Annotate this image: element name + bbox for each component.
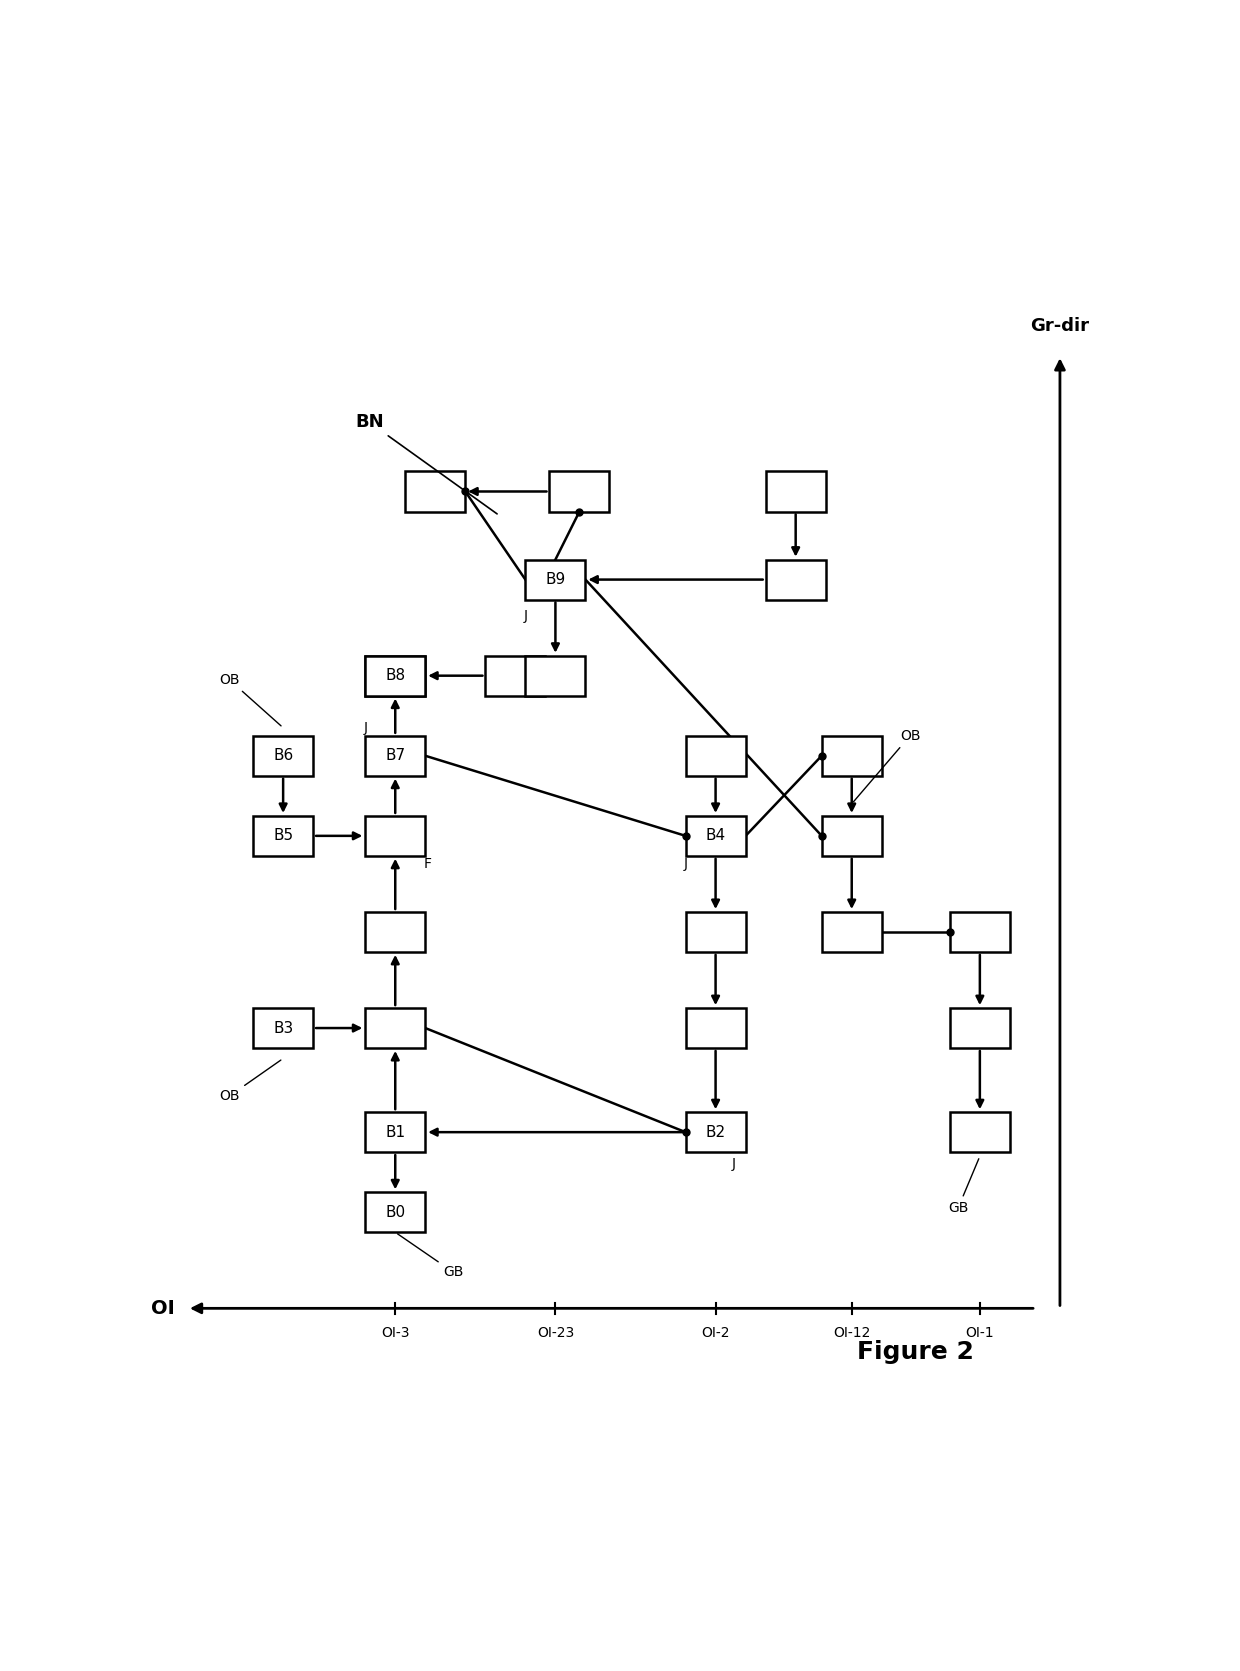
Text: J: J xyxy=(683,857,687,871)
Text: B1: B1 xyxy=(386,1125,405,1140)
Text: OI-12: OI-12 xyxy=(833,1327,870,1340)
FancyBboxPatch shape xyxy=(686,1008,745,1048)
FancyBboxPatch shape xyxy=(765,471,826,511)
FancyBboxPatch shape xyxy=(366,655,425,695)
FancyBboxPatch shape xyxy=(526,560,585,600)
Text: B4: B4 xyxy=(706,829,725,844)
Text: OI-1: OI-1 xyxy=(966,1327,994,1340)
FancyBboxPatch shape xyxy=(686,815,745,856)
Text: B2: B2 xyxy=(706,1125,725,1140)
FancyBboxPatch shape xyxy=(366,655,425,695)
Text: B8: B8 xyxy=(386,668,405,683)
Text: OI-23: OI-23 xyxy=(537,1327,574,1340)
FancyBboxPatch shape xyxy=(253,735,314,775)
Text: OI: OI xyxy=(151,1298,175,1318)
FancyBboxPatch shape xyxy=(686,912,745,952)
FancyBboxPatch shape xyxy=(366,1113,425,1153)
Text: F: F xyxy=(423,857,432,871)
FancyBboxPatch shape xyxy=(822,912,882,952)
FancyBboxPatch shape xyxy=(686,735,745,775)
Text: Figure 2: Figure 2 xyxy=(857,1340,975,1365)
Text: OI-3: OI-3 xyxy=(381,1327,409,1340)
FancyBboxPatch shape xyxy=(765,560,826,600)
FancyBboxPatch shape xyxy=(405,471,465,511)
FancyBboxPatch shape xyxy=(950,1008,1009,1048)
FancyBboxPatch shape xyxy=(366,735,425,775)
Text: J: J xyxy=(363,720,367,735)
Text: B5: B5 xyxy=(273,829,293,844)
Text: J: J xyxy=(732,1158,735,1171)
Text: OB: OB xyxy=(219,673,281,725)
Text: OI-2: OI-2 xyxy=(702,1327,730,1340)
FancyBboxPatch shape xyxy=(366,912,425,952)
Text: J: J xyxy=(523,608,527,623)
FancyBboxPatch shape xyxy=(950,1113,1009,1153)
FancyBboxPatch shape xyxy=(686,1113,745,1153)
FancyBboxPatch shape xyxy=(549,471,610,511)
Text: Gr-dir: Gr-dir xyxy=(1030,317,1090,336)
Text: OB: OB xyxy=(853,729,920,802)
Text: GB: GB xyxy=(398,1233,464,1280)
Text: B3: B3 xyxy=(273,1021,293,1036)
Text: B9: B9 xyxy=(546,571,565,587)
FancyBboxPatch shape xyxy=(366,815,425,856)
Text: B7: B7 xyxy=(386,749,405,764)
FancyBboxPatch shape xyxy=(366,1191,425,1232)
Text: BN: BN xyxy=(355,413,497,515)
FancyBboxPatch shape xyxy=(526,655,585,695)
FancyBboxPatch shape xyxy=(950,912,1009,952)
Text: GB: GB xyxy=(947,1158,978,1215)
FancyBboxPatch shape xyxy=(485,655,546,695)
FancyBboxPatch shape xyxy=(253,1008,314,1048)
Text: B0: B0 xyxy=(386,1205,405,1220)
FancyBboxPatch shape xyxy=(253,815,314,856)
FancyBboxPatch shape xyxy=(822,815,882,856)
Text: B6: B6 xyxy=(273,749,293,764)
Text: OB: OB xyxy=(219,1059,280,1103)
FancyBboxPatch shape xyxy=(366,1008,425,1048)
FancyBboxPatch shape xyxy=(822,735,882,775)
